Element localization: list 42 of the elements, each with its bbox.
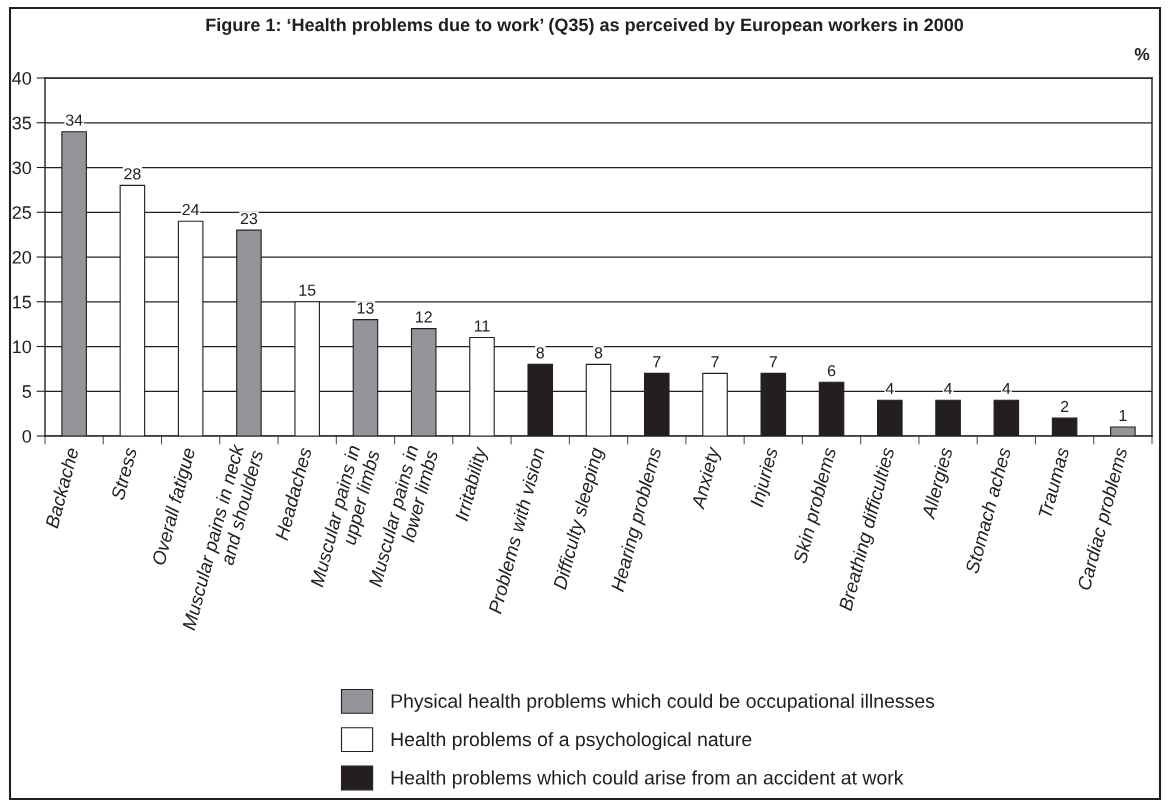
legend-label: Physical health problems which could be occupational illnesses bbox=[391, 693, 935, 712]
data-label: 7 bbox=[653, 356, 661, 368]
x-tick-label: Stomach aches bbox=[964, 446, 1012, 575]
data-label: 8 bbox=[594, 347, 603, 359]
y-tick-label: 15 bbox=[13, 295, 32, 309]
data-label: 4 bbox=[885, 383, 894, 395]
chart-title: Figure 1: ‘Health problems due to work’ (Q35) as perceived by European workers in 2000 bbox=[206, 18, 964, 35]
y-tick-label: 35 bbox=[12, 116, 32, 130]
data-label: 6 bbox=[827, 365, 836, 377]
legend-label: Health problems which could arise from an accident at work bbox=[391, 770, 904, 789]
data-label: 15 bbox=[299, 284, 316, 296]
data-label: 2 bbox=[1060, 400, 1069, 413]
legend-label: Health problems of a psychological nature bbox=[391, 731, 752, 751]
x-tick-label: Traumas bbox=[1038, 446, 1070, 519]
data-label: 4 bbox=[944, 383, 953, 395]
x-tick-label: Overall fatigue bbox=[151, 446, 199, 567]
y-tick-label: 40 bbox=[12, 71, 32, 85]
x-tick-label: Stress bbox=[110, 446, 138, 501]
data-label: 23 bbox=[240, 212, 258, 225]
data-label: 11 bbox=[474, 320, 490, 332]
data-label: 24 bbox=[182, 203, 200, 216]
x-tick-label: Allergies bbox=[920, 446, 957, 522]
x-tick-label: Cardiac problems bbox=[1076, 446, 1132, 592]
x-tick-label: Skin problems bbox=[792, 446, 840, 565]
y-tick-label: 30 bbox=[12, 161, 32, 175]
y-tick-label: 10 bbox=[13, 340, 32, 354]
y-tick-label: 5 bbox=[22, 385, 32, 398]
y-tick-label: 25 bbox=[12, 206, 32, 219]
data-label: 12 bbox=[416, 311, 432, 323]
y-axis-title: % bbox=[1134, 48, 1150, 61]
data-label: 7 bbox=[769, 356, 777, 368]
data-label: 8 bbox=[536, 347, 544, 359]
data-label: 7 bbox=[711, 356, 719, 368]
data-label: 13 bbox=[357, 302, 374, 314]
x-tick-label: Anxiety bbox=[690, 445, 724, 512]
data-label: 34 bbox=[65, 114, 83, 126]
y-tick-label: 0 bbox=[22, 429, 32, 443]
y-tick-label: 20 bbox=[12, 250, 32, 264]
data-label: 4 bbox=[1002, 383, 1011, 395]
x-tick-label: Injuries bbox=[749, 446, 782, 509]
data-label: 28 bbox=[124, 168, 141, 180]
data-label: 1 bbox=[1119, 409, 1127, 421]
